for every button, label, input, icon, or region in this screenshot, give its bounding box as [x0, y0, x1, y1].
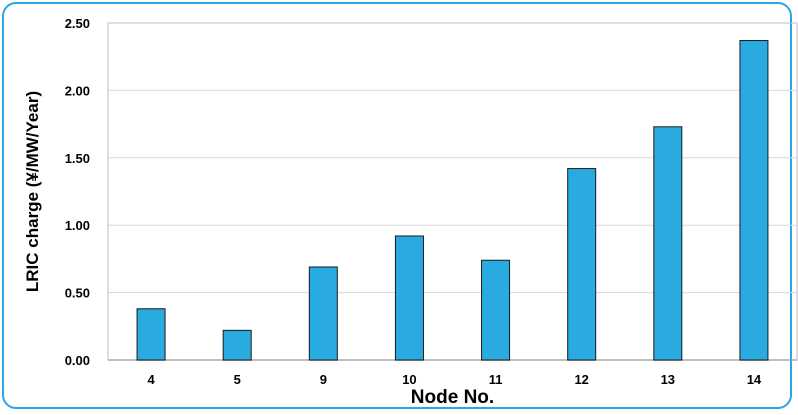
y-tick-labels: 0.00 0.50 1.00 1.50 2.00 2.50: [65, 16, 90, 368]
y-tick-label: 2.00: [65, 83, 90, 98]
plot-area-border: [107, 22, 798, 361]
y-axis-title: LRIC charge (¥/MW/Year): [23, 91, 42, 292]
bar: [308, 266, 338, 361]
bars-group: [136, 40, 769, 361]
y-tick-label: 0.00: [65, 353, 90, 368]
bar: [136, 308, 166, 361]
y-tick-label: 2.50: [65, 16, 90, 31]
y-tick-label: 1.50: [65, 151, 90, 166]
y-tick-label: 1.00: [65, 218, 90, 233]
bar: [567, 168, 597, 361]
x-tick-label: 5: [234, 372, 241, 387]
x-tick-label: 9: [320, 372, 327, 387]
bar: [739, 40, 769, 361]
x-axis-title: Node No.: [411, 387, 494, 408]
x-tick-label: 4: [147, 372, 155, 387]
x-tick-label: 14: [747, 372, 762, 387]
x-tick-labels: 4 5 9 10 11 12 13 14: [147, 372, 761, 387]
x-tick-label: 13: [661, 372, 675, 387]
x-tick-label: 12: [574, 372, 588, 387]
bar: [653, 126, 683, 361]
x-tick-label: 11: [489, 372, 503, 387]
bar: [222, 329, 252, 361]
y-tick-label: 0.50: [65, 286, 90, 301]
bar: [481, 259, 511, 361]
bar: [394, 235, 424, 361]
gridlines: [107, 22, 798, 361]
x-tick-label: 10: [402, 372, 416, 387]
